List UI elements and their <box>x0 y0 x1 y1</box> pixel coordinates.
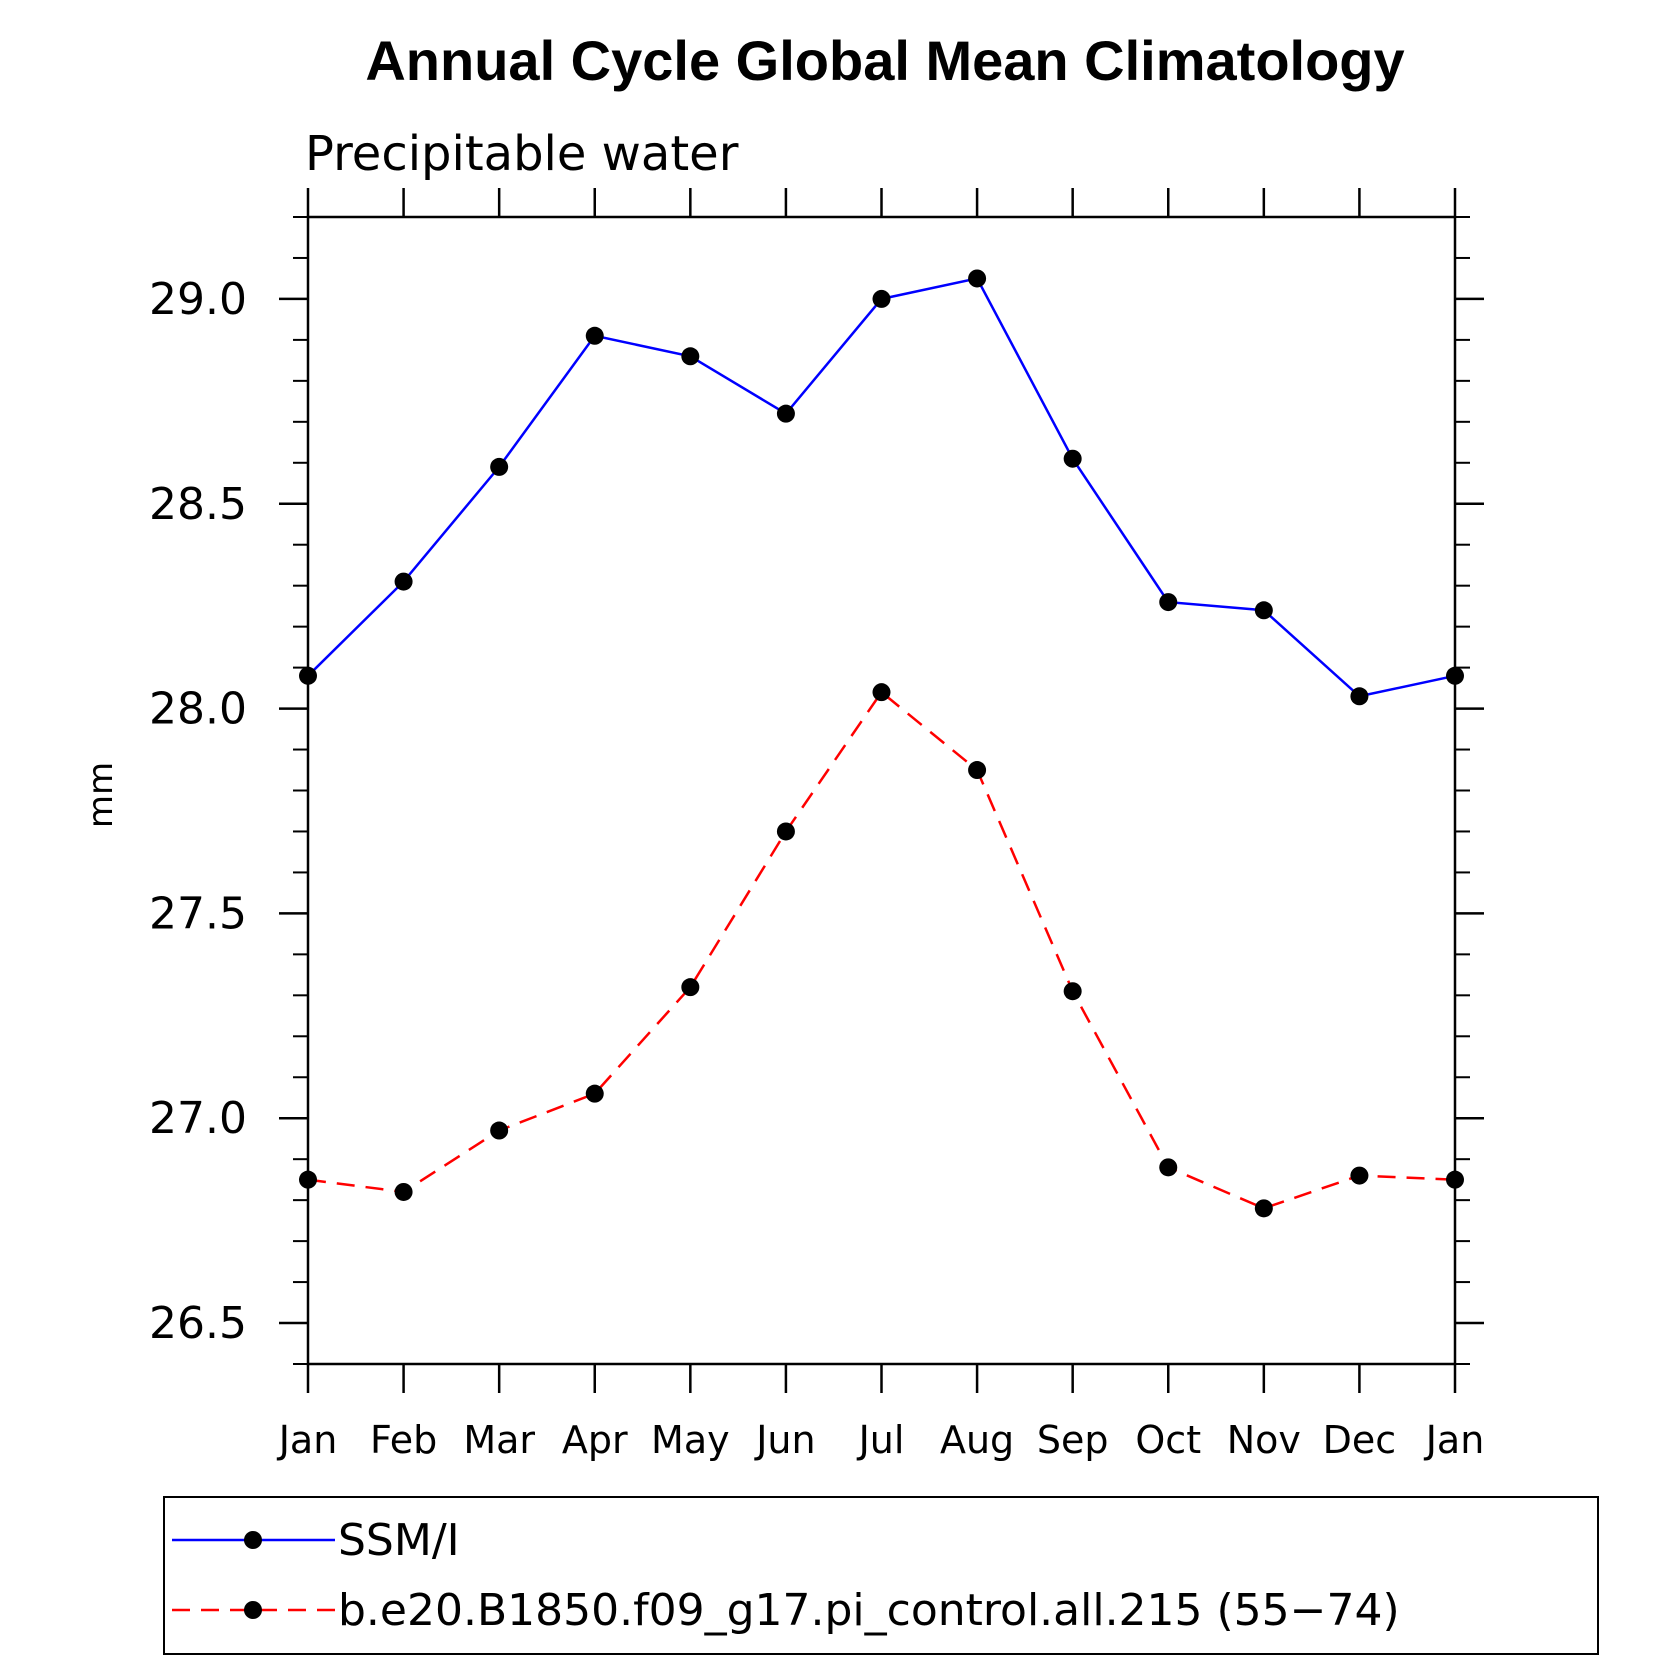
data-point <box>968 761 987 780</box>
data-point <box>872 289 891 308</box>
data-point <box>1254 1199 1273 1218</box>
x-tick-label: Oct <box>1135 1418 1201 1462</box>
x-tick-label: Apr <box>562 1418 628 1462</box>
legend: SSM/I b.e20.B1850.f09_g17.pi_control.all.… <box>163 1496 1599 1655</box>
data-point <box>1063 449 1082 468</box>
data-point <box>585 326 604 345</box>
data-point <box>490 457 509 476</box>
data-point <box>1350 687 1369 706</box>
series-line-0 <box>307 277 1456 698</box>
axes: Jan Feb Mar Apr May Jun Jul Aug Sep Oct Nov Dec Jan 2… <box>149 188 1484 1462</box>
y-tick-label: 26.5 <box>149 1298 247 1349</box>
legend-marker-0 <box>244 1531 262 1549</box>
x-tick-label: Feb <box>370 1418 437 1462</box>
series-layer <box>299 269 1464 1218</box>
data-point <box>394 1182 413 1201</box>
data-point <box>872 683 891 702</box>
legend-label-0: SSM/I <box>338 1515 460 1566</box>
x-tick-label: Jan <box>277 1418 338 1462</box>
legend-marker-1 <box>244 1601 262 1619</box>
legend-items: SSM/I b.e20.B1850.f09_g17.pi_control.all.… <box>172 1515 1400 1636</box>
x-tick-label: Jan <box>1424 1418 1485 1462</box>
series-line-1 <box>307 690 1456 1210</box>
data-point <box>681 347 700 366</box>
legend-box <box>163 1496 1599 1655</box>
data-point <box>1446 1170 1464 1189</box>
y-tick-label: 27.0 <box>149 1093 247 1144</box>
y-axis-label: mm <box>81 762 121 828</box>
legend-label-1: b.e20.B1850.f09_g17.pi_control.all.215 (… <box>338 1585 1400 1636</box>
data-point <box>394 572 413 591</box>
x-tick-label: Aug <box>940 1418 1014 1462</box>
data-point <box>490 1121 509 1140</box>
plot-frame <box>306 215 1457 1366</box>
x-tick-label: Jun <box>754 1418 815 1462</box>
data-point <box>299 666 317 685</box>
data-point <box>1350 1166 1369 1185</box>
data-point <box>968 269 987 288</box>
x-tick-label: May <box>651 1418 730 1462</box>
data-point <box>776 822 795 841</box>
y-tick-label: 28.0 <box>149 684 247 735</box>
y-tick-label: 27.5 <box>149 888 247 939</box>
data-point <box>1254 601 1273 620</box>
x-tick-label: Dec <box>1323 1418 1397 1462</box>
x-tick-label: Mar <box>463 1418 535 1462</box>
x-tick-label: Sep <box>1037 1418 1109 1462</box>
data-point <box>681 978 700 997</box>
data-point <box>585 1084 604 1103</box>
y-tick-label: 29.0 <box>149 274 247 325</box>
data-point <box>1159 593 1178 612</box>
chart-subtitle: Precipitable water <box>305 126 739 182</box>
data-point <box>1159 1158 1178 1177</box>
chart-title: Annual Cycle Global Mean Climatology <box>365 29 1404 92</box>
x-tick-label: Nov <box>1227 1418 1301 1462</box>
x-tick-label: Jul <box>857 1418 905 1462</box>
data-point <box>299 1170 317 1189</box>
y-tick-label: 28.5 <box>149 479 247 530</box>
data-point <box>1063 982 1082 1001</box>
data-point <box>1446 666 1464 685</box>
data-point <box>776 404 795 423</box>
